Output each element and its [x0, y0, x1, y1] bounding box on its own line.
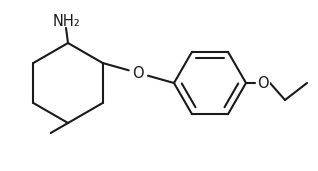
Text: NH₂: NH₂: [52, 14, 80, 29]
Text: O: O: [133, 65, 144, 81]
Text: O: O: [257, 76, 269, 90]
